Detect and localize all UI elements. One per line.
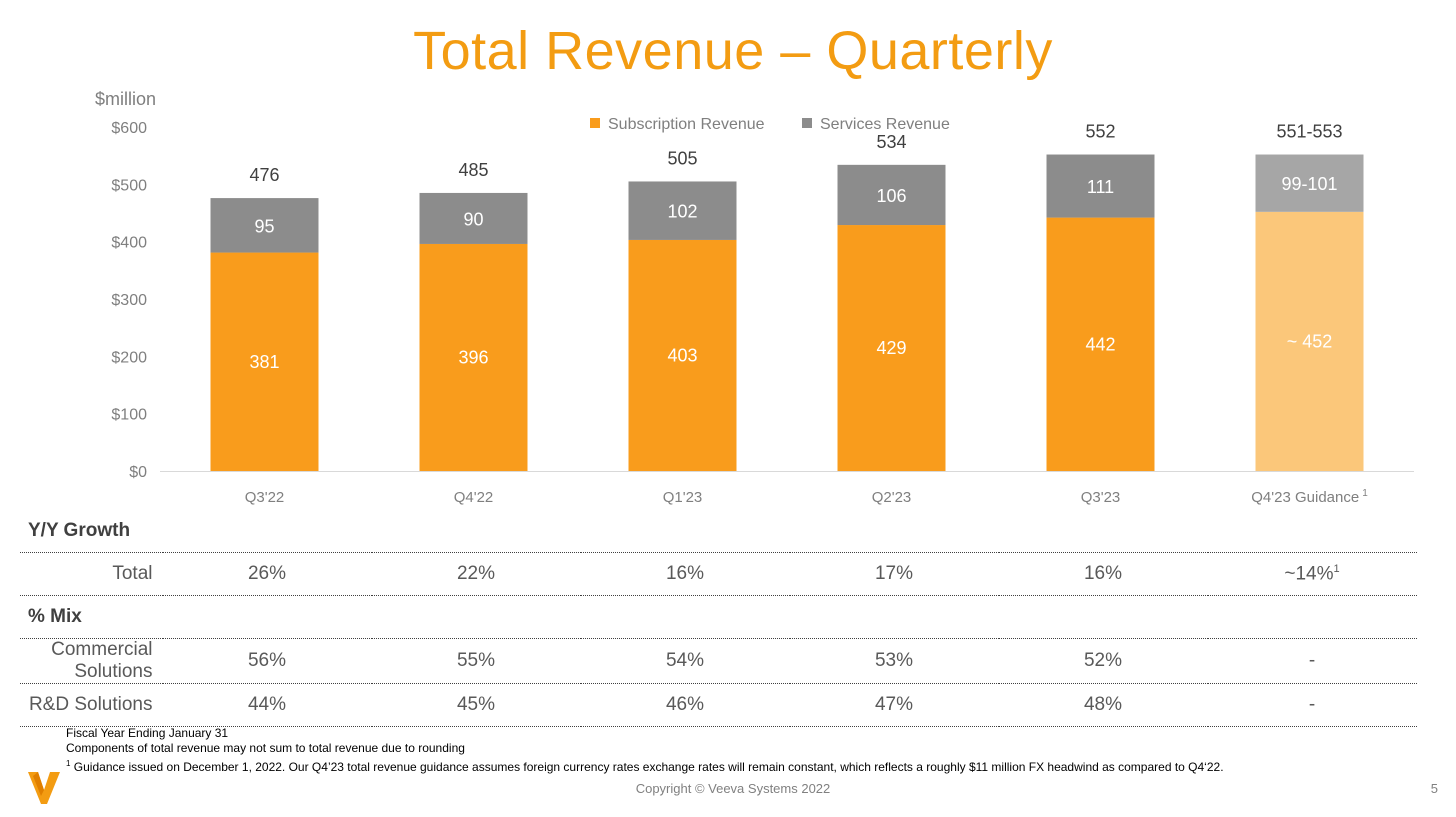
- footnote-marker: 1: [1333, 562, 1340, 575]
- y-tick-label: $200: [111, 349, 147, 366]
- bar-subscription: [837, 225, 946, 471]
- total-growth-cell: 16%: [998, 552, 1208, 596]
- total-growth-row: Total 26% 22% 16% 17% 16% ~14%1: [20, 552, 1417, 596]
- page-title: Total Revenue – Quarterly: [413, 21, 1053, 81]
- page-number: 5: [1430, 781, 1438, 796]
- data-label-subscription: 396: [458, 347, 488, 367]
- commercial-cell: 55%: [371, 638, 581, 684]
- total-growth-cell-guidance: ~14%1: [1207, 552, 1417, 596]
- bar-subscription: [419, 243, 528, 471]
- legend-label: Subscription Revenue: [608, 116, 765, 133]
- bar-services: [419, 192, 528, 244]
- commercial-cell: 53%: [789, 638, 999, 684]
- growth-mix-table: Y/Y Growth Total 26% 22% 16% 17% 16% ~14…: [20, 510, 1417, 727]
- commercial-cell: -: [1207, 638, 1417, 684]
- data-label-subscription: ~ 452: [1287, 331, 1333, 351]
- footnote-line: 1 Guidance issued on December 1, 2022. O…: [66, 756, 1224, 775]
- rd-label: R&D Solutions: [20, 683, 163, 727]
- yy-growth-label: Y/Y Growth: [20, 510, 1417, 553]
- bar-services: [1046, 154, 1155, 218]
- data-label-total: 476: [249, 165, 279, 185]
- legend-swatch: [802, 118, 812, 128]
- legend-label: Services Revenue: [820, 116, 950, 133]
- data-label-total: 551-553: [1276, 122, 1342, 142]
- data-label-total: 534: [876, 132, 906, 152]
- bar-services: [1255, 154, 1364, 212]
- bar-services: [210, 198, 319, 253]
- bar-services: [837, 164, 946, 226]
- data-label-services: 102: [667, 202, 697, 222]
- data-label-total: 485: [458, 160, 488, 180]
- data-label-subscription: 442: [1085, 334, 1115, 354]
- x-tick-label: Q4'22: [454, 489, 494, 506]
- revenue-chart: $million $0 $100 $200 $300 $400 $500 $600 381 95 4…: [95, 89, 1414, 506]
- bar-subscription: [1255, 211, 1364, 471]
- bar-services: [628, 181, 737, 240]
- y-tick-label: $300: [111, 292, 147, 309]
- legend-swatch: [590, 118, 600, 128]
- data-label-total: 552: [1085, 122, 1115, 142]
- rd-cell: 48%: [998, 683, 1208, 727]
- data-label-services: 99-101: [1281, 174, 1337, 194]
- mix-label: % Mix: [20, 595, 1417, 639]
- x-tick-label: Q2'23: [872, 489, 912, 506]
- total-growth-cell: 17%: [789, 552, 999, 596]
- y-tick-label: $400: [111, 235, 147, 252]
- veeva-logo-icon: [28, 772, 60, 804]
- commercial-label: Commercial Solutions: [20, 638, 163, 684]
- total-growth-cell: 26%: [162, 552, 372, 596]
- rd-cell: -: [1207, 683, 1417, 727]
- x-tick-label: Q3'23: [1081, 489, 1121, 506]
- copyright: Copyright © Veeva Systems 2022: [635, 781, 831, 796]
- footnote-line: Components of total revenue may not sum …: [66, 741, 465, 755]
- y-tick-label: $600: [111, 120, 147, 137]
- total-growth-cell: 16%: [580, 552, 790, 596]
- total-label: Total: [20, 552, 163, 596]
- commercial-cell: 52%: [998, 638, 1208, 684]
- bar-subscription: [628, 239, 737, 471]
- rd-cell: 45%: [371, 683, 581, 727]
- footnote-text: Guidance issued on December 1, 2022. Our…: [73, 760, 1224, 774]
- data-label-services: 111: [1087, 177, 1114, 197]
- x-tick-label: Q1'23: [663, 489, 703, 506]
- commercial-cell: 54%: [580, 638, 790, 684]
- commercial-row: Commercial Solutions 56% 55% 54% 53% 52%…: [20, 638, 1417, 684]
- data-label-subscription: 381: [249, 352, 279, 372]
- footnote-line: Fiscal Year Ending January 31: [66, 726, 229, 740]
- total-growth-cell: 22%: [371, 552, 581, 596]
- rd-cell: 44%: [162, 683, 372, 727]
- mix-header-row: % Mix: [20, 595, 1417, 639]
- y-tick-label: $500: [111, 177, 147, 194]
- x-tick-label: Q3'22: [245, 489, 285, 506]
- bar-subscription: [210, 252, 319, 471]
- rd-row: R&D Solutions 44% 45% 46% 47% 48% -: [20, 683, 1417, 727]
- data-label-services: 95: [254, 216, 274, 236]
- footnote-marker: 1: [1362, 488, 1368, 499]
- rd-cell: 47%: [789, 683, 999, 727]
- data-label-subscription: 403: [667, 345, 697, 365]
- x-tick-label: Q4'23 Guidance 1: [1251, 488, 1368, 506]
- footnote-marker: 1: [66, 759, 71, 768]
- data-label-subscription: 429: [876, 338, 906, 358]
- data-label-services: 106: [876, 186, 906, 206]
- footnotes: Fiscal Year Ending January 31 Components…: [66, 726, 1224, 775]
- yy-growth-header-row: Y/Y Growth: [20, 510, 1417, 553]
- rd-cell: 46%: [580, 683, 790, 727]
- y-axis-title: $million: [95, 89, 156, 109]
- total-growth-guidance-value: ~14%: [1284, 563, 1334, 585]
- data-label-total: 505: [667, 148, 697, 168]
- commercial-cell: 56%: [162, 638, 372, 684]
- bar-subscription: [1046, 217, 1155, 471]
- y-tick-label: $100: [111, 407, 147, 424]
- y-tick-label: $0: [129, 464, 147, 481]
- data-label-services: 90: [463, 209, 483, 229]
